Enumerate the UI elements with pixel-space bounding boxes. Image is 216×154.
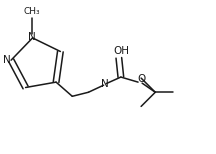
Text: OH: OH [114,46,130,56]
Text: N: N [28,32,35,42]
Text: O: O [137,74,145,84]
Text: CH₃: CH₃ [23,7,40,16]
Text: N: N [101,79,108,89]
Text: N: N [3,55,11,65]
